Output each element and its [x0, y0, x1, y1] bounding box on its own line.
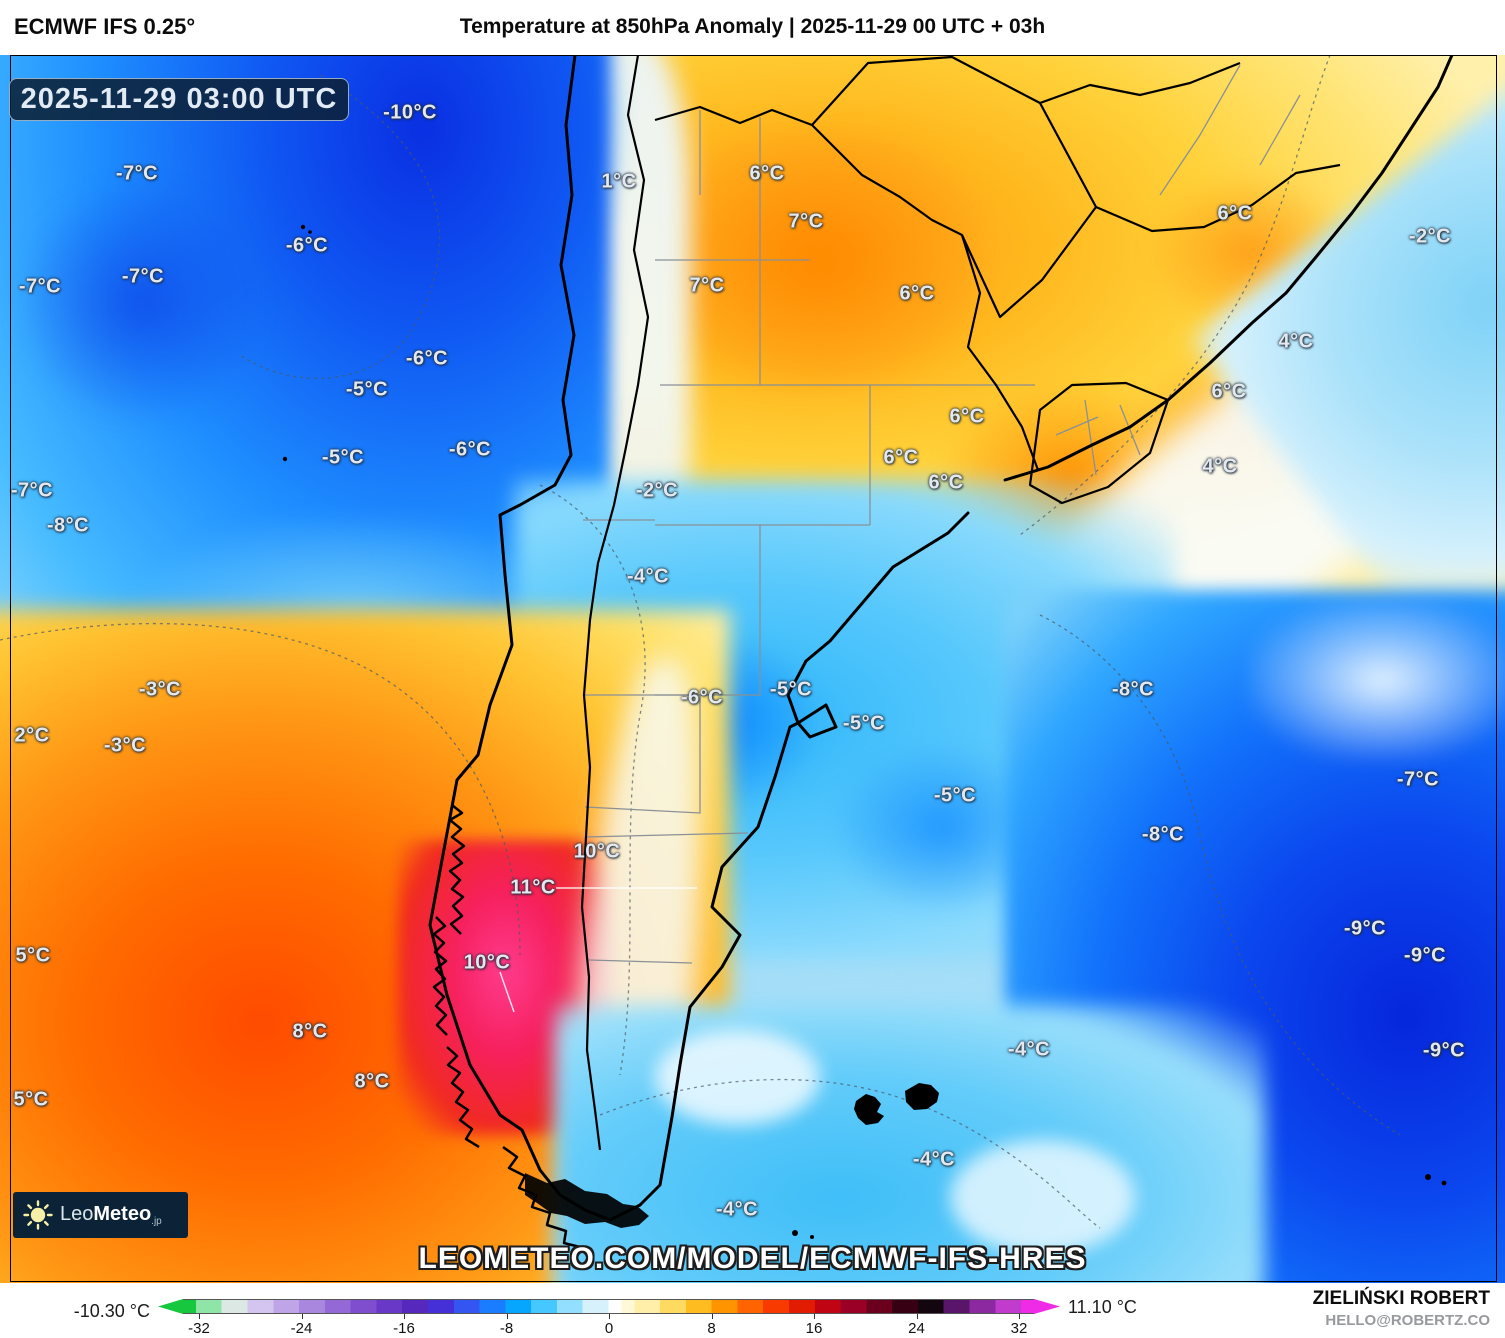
- logo-name-bold: Meteo: [93, 1203, 152, 1225]
- model-name: ECMWF IFS 0.25°: [14, 14, 196, 39]
- coastline-borders-layer: [0, 55, 1454, 1250]
- islet: [1441, 1180, 1447, 1186]
- sun-icon: [23, 1200, 53, 1230]
- page-title: Temperature at 850hPa Anomaly | 2025-11-…: [459, 15, 1046, 38]
- colorbar-tick-label: -16: [393, 1320, 415, 1337]
- atlantic-coastline-south: [638, 511, 970, 1207]
- falkland-west: [854, 1094, 884, 1125]
- province-border: [584, 832, 749, 838]
- author-name: ZIELIŃSKI ROBERT: [1312, 1288, 1490, 1309]
- colorbar-max-value: 11.10 °C: [1068, 1297, 1137, 1317]
- contour-line: [0, 622, 521, 956]
- author-contact: HELLO@ROBERTZ.CO: [1325, 1312, 1490, 1329]
- logo-wordmark: LeoMeteo.jp: [60, 1203, 162, 1227]
- colorbar-gradient: [183, 1299, 1034, 1314]
- province-border: [584, 694, 701, 814]
- label-leader-line: [499, 971, 515, 1013]
- province-border: [1055, 399, 1141, 476]
- colorbar-tick-label: 32: [1010, 1320, 1028, 1337]
- colorbar-tick-mark: [609, 1314, 610, 1319]
- colorbar: [158, 1299, 1060, 1314]
- colorbar-tick-mark: [506, 1314, 508, 1319]
- colorbar-tick-mark: [711, 1314, 713, 1319]
- fjord-coast-detail: [448, 804, 466, 935]
- islet: [282, 456, 288, 462]
- colorbar-tick-mark: [199, 1314, 200, 1319]
- colorbar-tick-label: 24: [908, 1320, 925, 1337]
- province-border: [655, 524, 761, 696]
- brazil-border: [1039, 61, 1341, 233]
- colorbar-tick-label: 16: [805, 1320, 823, 1337]
- valid-time-badge: 2025-11-29 03:00 UTC: [9, 78, 349, 121]
- atlantic-coastline-north: [1003, 55, 1454, 482]
- header-bar: ECMWF IFS 0.25° Temperature at 850hPa An…: [0, 0, 1505, 55]
- islet: [1425, 1174, 1431, 1180]
- fjord-coast-detail: [446, 1046, 480, 1149]
- logo-suffix: .jp: [151, 1216, 162, 1227]
- colorbar-tick-mark: [916, 1314, 918, 1319]
- contour-line: [539, 484, 646, 1076]
- cold-pocket-pacific-west: [5, 170, 275, 435]
- anomaly-map: [0, 55, 1505, 1283]
- province-border: [1159, 64, 1301, 196]
- colorbar-tick-label: -32: [188, 1320, 210, 1337]
- islet: [810, 1235, 814, 1239]
- footer-bar: -10.30 °C 11.10 °C -32 -24 -16 -8 0 8 16 24 32 Z…: [0, 1283, 1505, 1338]
- colorbar-ticks: -32 -24 -16 -8 0 8 16 24 32: [0, 1283, 1505, 1338]
- colorbar-tick-label: -24: [290, 1320, 313, 1337]
- argentina-chile-border: [580, 55, 650, 1151]
- logo-name-light: Leo: [60, 1203, 94, 1225]
- fjord-coast-detail: [432, 916, 448, 1036]
- pale-pocket-atlantic: [1250, 600, 1505, 760]
- colorbar-min-value: -10.30 °C: [73, 1301, 150, 1321]
- contour-line: [599, 1078, 1101, 1229]
- pacific-coastline: [428, 55, 642, 1222]
- colorbar-tick-mark: [404, 1314, 405, 1319]
- colorbar-tick-mark: [814, 1314, 815, 1319]
- colorbar-tick-mark: [301, 1314, 303, 1319]
- colorbar-tick-mark: [1019, 1314, 1020, 1319]
- contour-line: [1039, 614, 1401, 1136]
- argentina-north-border: [654, 105, 1040, 471]
- islet: [792, 1230, 798, 1236]
- falkland-east: [905, 1083, 939, 1110]
- colorbar-tick-label: 0: [604, 1320, 614, 1337]
- islet: [308, 230, 312, 234]
- islet: [300, 224, 306, 230]
- leometeo-logo: LeoMeteo.jp: [13, 1192, 188, 1238]
- pale-pocket-south-2: [950, 1140, 1135, 1255]
- colorbar-tick-label: -8: [499, 1320, 514, 1337]
- contour-line: [1019, 55, 1331, 536]
- paraguay-border: [811, 55, 1098, 319]
- watermark-url: LEOMETEO.COM/MODEL/ECMWF-IFS-HRES: [418, 1242, 1087, 1275]
- tierra-del-fuego: [525, 1173, 649, 1228]
- province-border: [588, 959, 693, 964]
- colorbar-tick-label: 8: [707, 1320, 716, 1337]
